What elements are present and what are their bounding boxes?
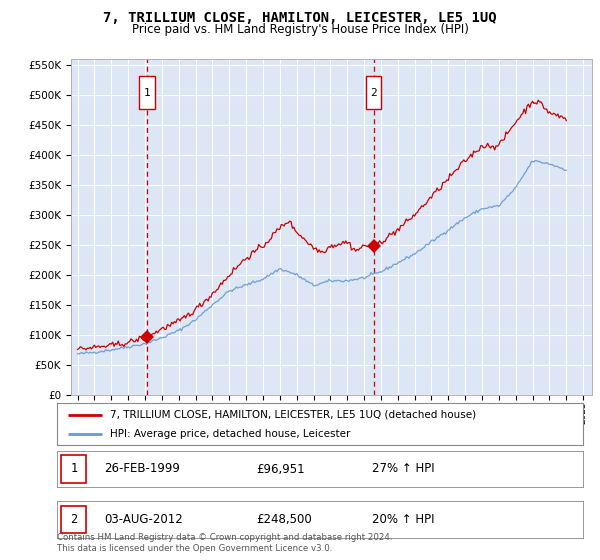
Text: 03-AUG-2012: 03-AUG-2012 (104, 513, 183, 526)
FancyBboxPatch shape (61, 455, 86, 483)
Text: 7, TRILLIUM CLOSE, HAMILTON, LEICESTER, LE5 1UQ (detached house): 7, TRILLIUM CLOSE, HAMILTON, LEICESTER, … (110, 410, 476, 420)
Text: HPI: Average price, detached house, Leicester: HPI: Average price, detached house, Leic… (110, 430, 350, 439)
FancyBboxPatch shape (366, 76, 382, 109)
Text: 1: 1 (70, 463, 77, 475)
Text: 26-FEB-1999: 26-FEB-1999 (104, 463, 180, 475)
Text: £248,500: £248,500 (257, 513, 313, 526)
Text: £96,951: £96,951 (257, 463, 305, 475)
Text: 2: 2 (70, 513, 77, 526)
Text: 20% ↑ HPI: 20% ↑ HPI (373, 513, 435, 526)
Text: Price paid vs. HM Land Registry's House Price Index (HPI): Price paid vs. HM Land Registry's House … (131, 23, 469, 36)
Text: 7, TRILLIUM CLOSE, HAMILTON, LEICESTER, LE5 1UQ: 7, TRILLIUM CLOSE, HAMILTON, LEICESTER, … (103, 11, 497, 25)
Text: Contains HM Land Registry data © Crown copyright and database right 2024.
This d: Contains HM Land Registry data © Crown c… (57, 533, 392, 553)
Text: 27% ↑ HPI: 27% ↑ HPI (373, 463, 435, 475)
FancyBboxPatch shape (139, 76, 155, 109)
FancyBboxPatch shape (61, 506, 86, 533)
Text: 1: 1 (143, 88, 151, 98)
Text: 2: 2 (370, 88, 377, 98)
